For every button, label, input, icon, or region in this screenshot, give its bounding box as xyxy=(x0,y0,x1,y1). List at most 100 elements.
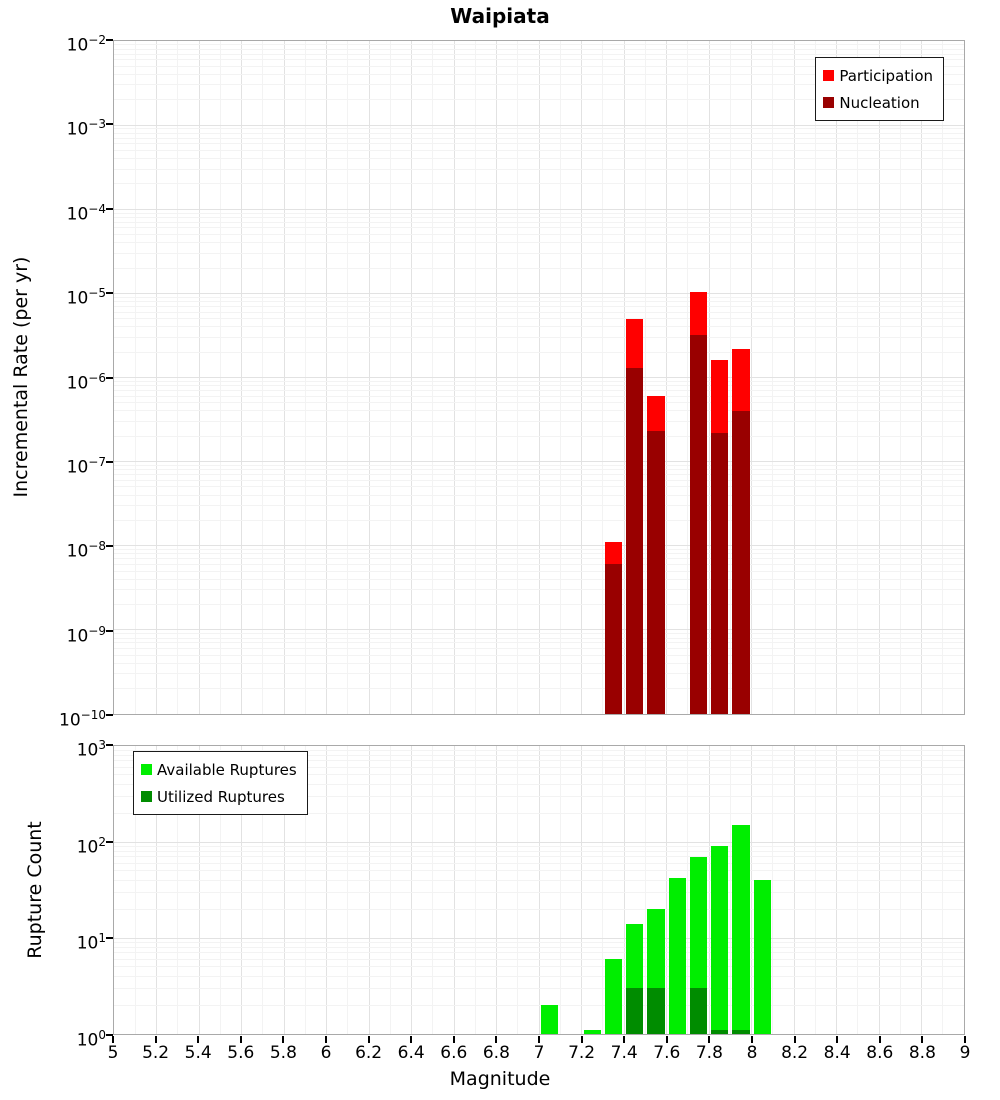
x-tick-label: 7.4 xyxy=(610,1043,638,1063)
x-tick-label: 5.4 xyxy=(184,1043,212,1063)
x-tick-mark xyxy=(751,1036,753,1043)
gridline-horizontal xyxy=(114,149,964,151)
gridline-horizontal xyxy=(114,570,964,572)
x-tick-label: 5 xyxy=(107,1043,119,1063)
y-tick-label: 101 xyxy=(76,931,106,954)
x-tick-mark xyxy=(665,1036,668,1043)
legend-row-utilized: Utilized Ruptures xyxy=(141,783,297,810)
gridline-horizontal xyxy=(114,870,964,872)
gridline-horizontal xyxy=(114,908,964,910)
gridline-horizontal xyxy=(114,53,964,55)
gridline-horizontal xyxy=(114,84,964,86)
gridline-horizontal xyxy=(114,128,964,130)
gridline-vertical xyxy=(538,746,540,1034)
gridline-vertical xyxy=(666,746,667,1034)
gridline-vertical xyxy=(432,746,434,1034)
gridline-horizontal xyxy=(114,642,964,644)
gridline-horizontal xyxy=(114,267,964,269)
gridline-vertical xyxy=(921,746,922,1034)
gridline-horizontal xyxy=(114,158,964,160)
x-tick-mark xyxy=(239,1036,242,1043)
y-tick-label: 103 xyxy=(76,738,106,761)
gridline-vertical xyxy=(389,746,391,1034)
gridline-vertical xyxy=(772,746,774,1034)
rupture-legend: Available Ruptures Utilized Ruptures xyxy=(133,751,308,815)
bar-available-ruptures xyxy=(668,878,686,1034)
y-tick-label: 10−5 xyxy=(66,286,106,309)
bar-utilized-ruptures xyxy=(711,1030,729,1034)
gridline-horizontal xyxy=(114,941,964,943)
nucleation-legend-label: Nucleation xyxy=(839,93,920,112)
x-tick-mark xyxy=(878,1036,881,1043)
gridline-horizontal xyxy=(114,783,964,785)
gridline-horizontal xyxy=(114,505,964,507)
gridline-vertical xyxy=(899,746,901,1034)
gridline-horizontal xyxy=(114,841,964,843)
gridline-vertical xyxy=(368,746,370,1034)
gridline-horizontal xyxy=(114,221,964,223)
gridline-vertical xyxy=(156,746,157,1034)
y-tick-label: 10−9 xyxy=(66,623,106,647)
gridline-vertical xyxy=(453,746,455,1034)
bar-available-ruptures xyxy=(753,880,771,1034)
gridline-horizontal xyxy=(114,937,964,939)
x-tick-mark xyxy=(793,1036,796,1043)
gridline-horizontal xyxy=(114,252,964,254)
x-tick-mark xyxy=(836,1036,839,1043)
gridline-vertical xyxy=(241,746,242,1034)
gridline-vertical xyxy=(836,746,837,1034)
legend-row-nucleation: Nucleation xyxy=(823,89,933,116)
x-tick-mark xyxy=(367,1036,370,1043)
x-tick-label: 5.6 xyxy=(227,1043,255,1063)
gridline-horizontal xyxy=(114,183,964,185)
gridline-horizontal xyxy=(114,604,964,606)
gridline-horizontal xyxy=(114,402,964,404)
bar-nucleation xyxy=(732,410,750,714)
gridline-horizontal xyxy=(114,558,964,560)
gridline-horizontal xyxy=(114,856,964,858)
gridline-horizontal xyxy=(114,879,964,881)
gridline-horizontal xyxy=(114,1004,964,1006)
gridline-vertical xyxy=(198,746,200,1034)
x-tick-label: 8.2 xyxy=(781,1043,809,1063)
bar-utilized-ruptures xyxy=(626,988,644,1034)
y-tick-mark xyxy=(106,376,113,379)
gridline-horizontal xyxy=(114,545,964,547)
gridline-horizontal xyxy=(114,137,964,139)
gridline-horizontal xyxy=(114,305,964,307)
gridline-horizontal xyxy=(114,754,964,756)
y-tick-label: 102 xyxy=(76,834,106,858)
bar-available-ruptures xyxy=(732,825,750,1034)
gridline-horizontal xyxy=(114,234,964,236)
gridline-horizontal xyxy=(114,688,964,690)
y-tick-mark xyxy=(106,39,113,41)
gridline-vertical xyxy=(857,746,859,1034)
gridline-horizontal xyxy=(114,952,964,954)
gridline-horizontal xyxy=(114,208,964,210)
x-tick-mark xyxy=(538,1036,540,1043)
x-tick-label: 8.6 xyxy=(866,1043,894,1063)
legend-row-available: Available Ruptures xyxy=(141,756,297,783)
rate-legend: Participation Nucleation xyxy=(815,57,944,121)
y-tick-mark xyxy=(106,714,113,716)
gridline-horizontal xyxy=(114,44,964,46)
x-tick-mark xyxy=(197,1036,200,1043)
x-tick-label: 5.8 xyxy=(269,1043,297,1063)
x-axis-label: Magnitude xyxy=(449,1068,551,1090)
x-tick-label: 7.6 xyxy=(653,1043,681,1063)
y-tick-label: 10−4 xyxy=(66,201,106,225)
participation-legend-label: Participation xyxy=(839,66,933,85)
gridline-horizontal xyxy=(114,648,964,650)
gridline-vertical xyxy=(793,746,795,1034)
gridline-horizontal xyxy=(114,760,964,762)
gridline-horizontal xyxy=(114,633,964,635)
y-tick-label: 10−8 xyxy=(66,539,106,562)
gridline-horizontal xyxy=(114,966,964,968)
y-tick-label: 10−7 xyxy=(66,454,106,478)
y-tick-label: 10−2 xyxy=(66,33,106,56)
gridline-vertical xyxy=(262,746,264,1034)
gridline-vertical xyxy=(623,746,625,1034)
bar-utilized-ruptures xyxy=(732,1030,750,1034)
x-tick-mark xyxy=(964,1036,966,1043)
